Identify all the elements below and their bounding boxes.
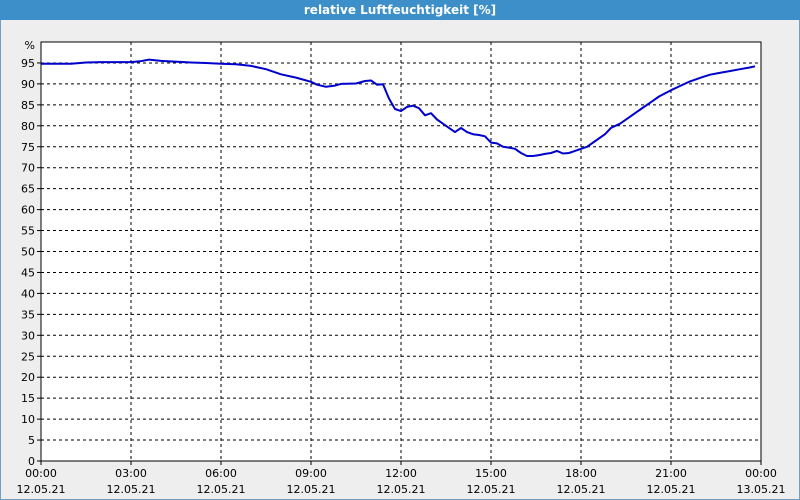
y-tick-label: 55 — [21, 225, 35, 238]
y-tick-label: 75 — [21, 141, 35, 154]
y-tick-label: 10 — [21, 413, 35, 426]
y-tick-label: 85 — [21, 99, 35, 112]
x-tick-time-label: 18:00 — [565, 467, 597, 480]
y-tick-label: 80 — [21, 120, 35, 133]
y-tick-label: 20 — [21, 371, 35, 384]
y-axis-tick-labels: 0 5 10 15 20 25 30 35 40 45 50 55 60 65 70 75 80 85 90 95 — [21, 57, 35, 468]
y-tick-label: 15 — [21, 392, 35, 405]
x-tick-time-label: 15:00 — [475, 467, 507, 480]
y-tick-label: 45 — [21, 266, 35, 279]
x-tick-date-label: 12.05.21 — [107, 483, 156, 496]
x-tick-time-label: 09:00 — [295, 467, 327, 480]
y-tick-label: 0 — [28, 455, 35, 468]
x-tick-time-label: 03:00 — [115, 467, 147, 480]
x-tick-date-label: 12.05.21 — [377, 483, 426, 496]
y-tick-label: 65 — [21, 183, 35, 196]
y-tick-label: 60 — [21, 204, 35, 217]
x-tick-date-label: 12.05.21 — [647, 483, 696, 496]
x-tick-date-label: 12.05.21 — [467, 483, 516, 496]
x-tick-date-label: 12.05.21 — [17, 483, 66, 496]
y-tick-label: 70 — [21, 162, 35, 175]
x-tick-time-label: 06:00 — [205, 467, 237, 480]
y-tick-label: 30 — [21, 329, 35, 342]
x-tick-time-label: 00:00 — [25, 467, 57, 480]
humidity-series-line — [41, 58, 756, 157]
y-tick-label: 95 — [21, 57, 35, 70]
grid-lines — [41, 42, 761, 461]
x-tick-date-label: 12.05.21 — [557, 483, 606, 496]
chart-title: relative Luftfeuchtigkeit [%] — [0, 0, 800, 20]
x-tick-date-label: 12.05.21 — [287, 483, 336, 496]
x-tick-time-label: 21:00 — [655, 467, 687, 480]
x-tick-time-label: 00:00 — [745, 467, 777, 480]
y-tick-label: 90 — [21, 78, 35, 91]
x-tick-date-label: 13.05.21 — [737, 483, 786, 496]
y-axis-unit-label: % — [25, 39, 35, 52]
axis-ticks — [37, 62, 762, 465]
plot-border — [40, 41, 762, 462]
y-tick-label: 35 — [21, 308, 35, 321]
y-tick-label: 50 — [21, 246, 35, 259]
y-tick-label: 5 — [28, 434, 35, 447]
y-tick-label: 40 — [21, 287, 35, 300]
x-axis-tick-labels: 00:00 12.05.21 03:00 12.05.21 06:00 12.05.21 0… — [17, 467, 786, 496]
y-tick-label: 25 — [21, 350, 35, 363]
humidity-chart: 0 5 10 15 20 25 30 35 40 45 50 55 60 65 70 75 80 85 90 95 0… — [17, 39, 786, 496]
x-tick-time-label: 12:00 — [385, 467, 417, 480]
x-tick-date-label: 12.05.21 — [197, 483, 246, 496]
